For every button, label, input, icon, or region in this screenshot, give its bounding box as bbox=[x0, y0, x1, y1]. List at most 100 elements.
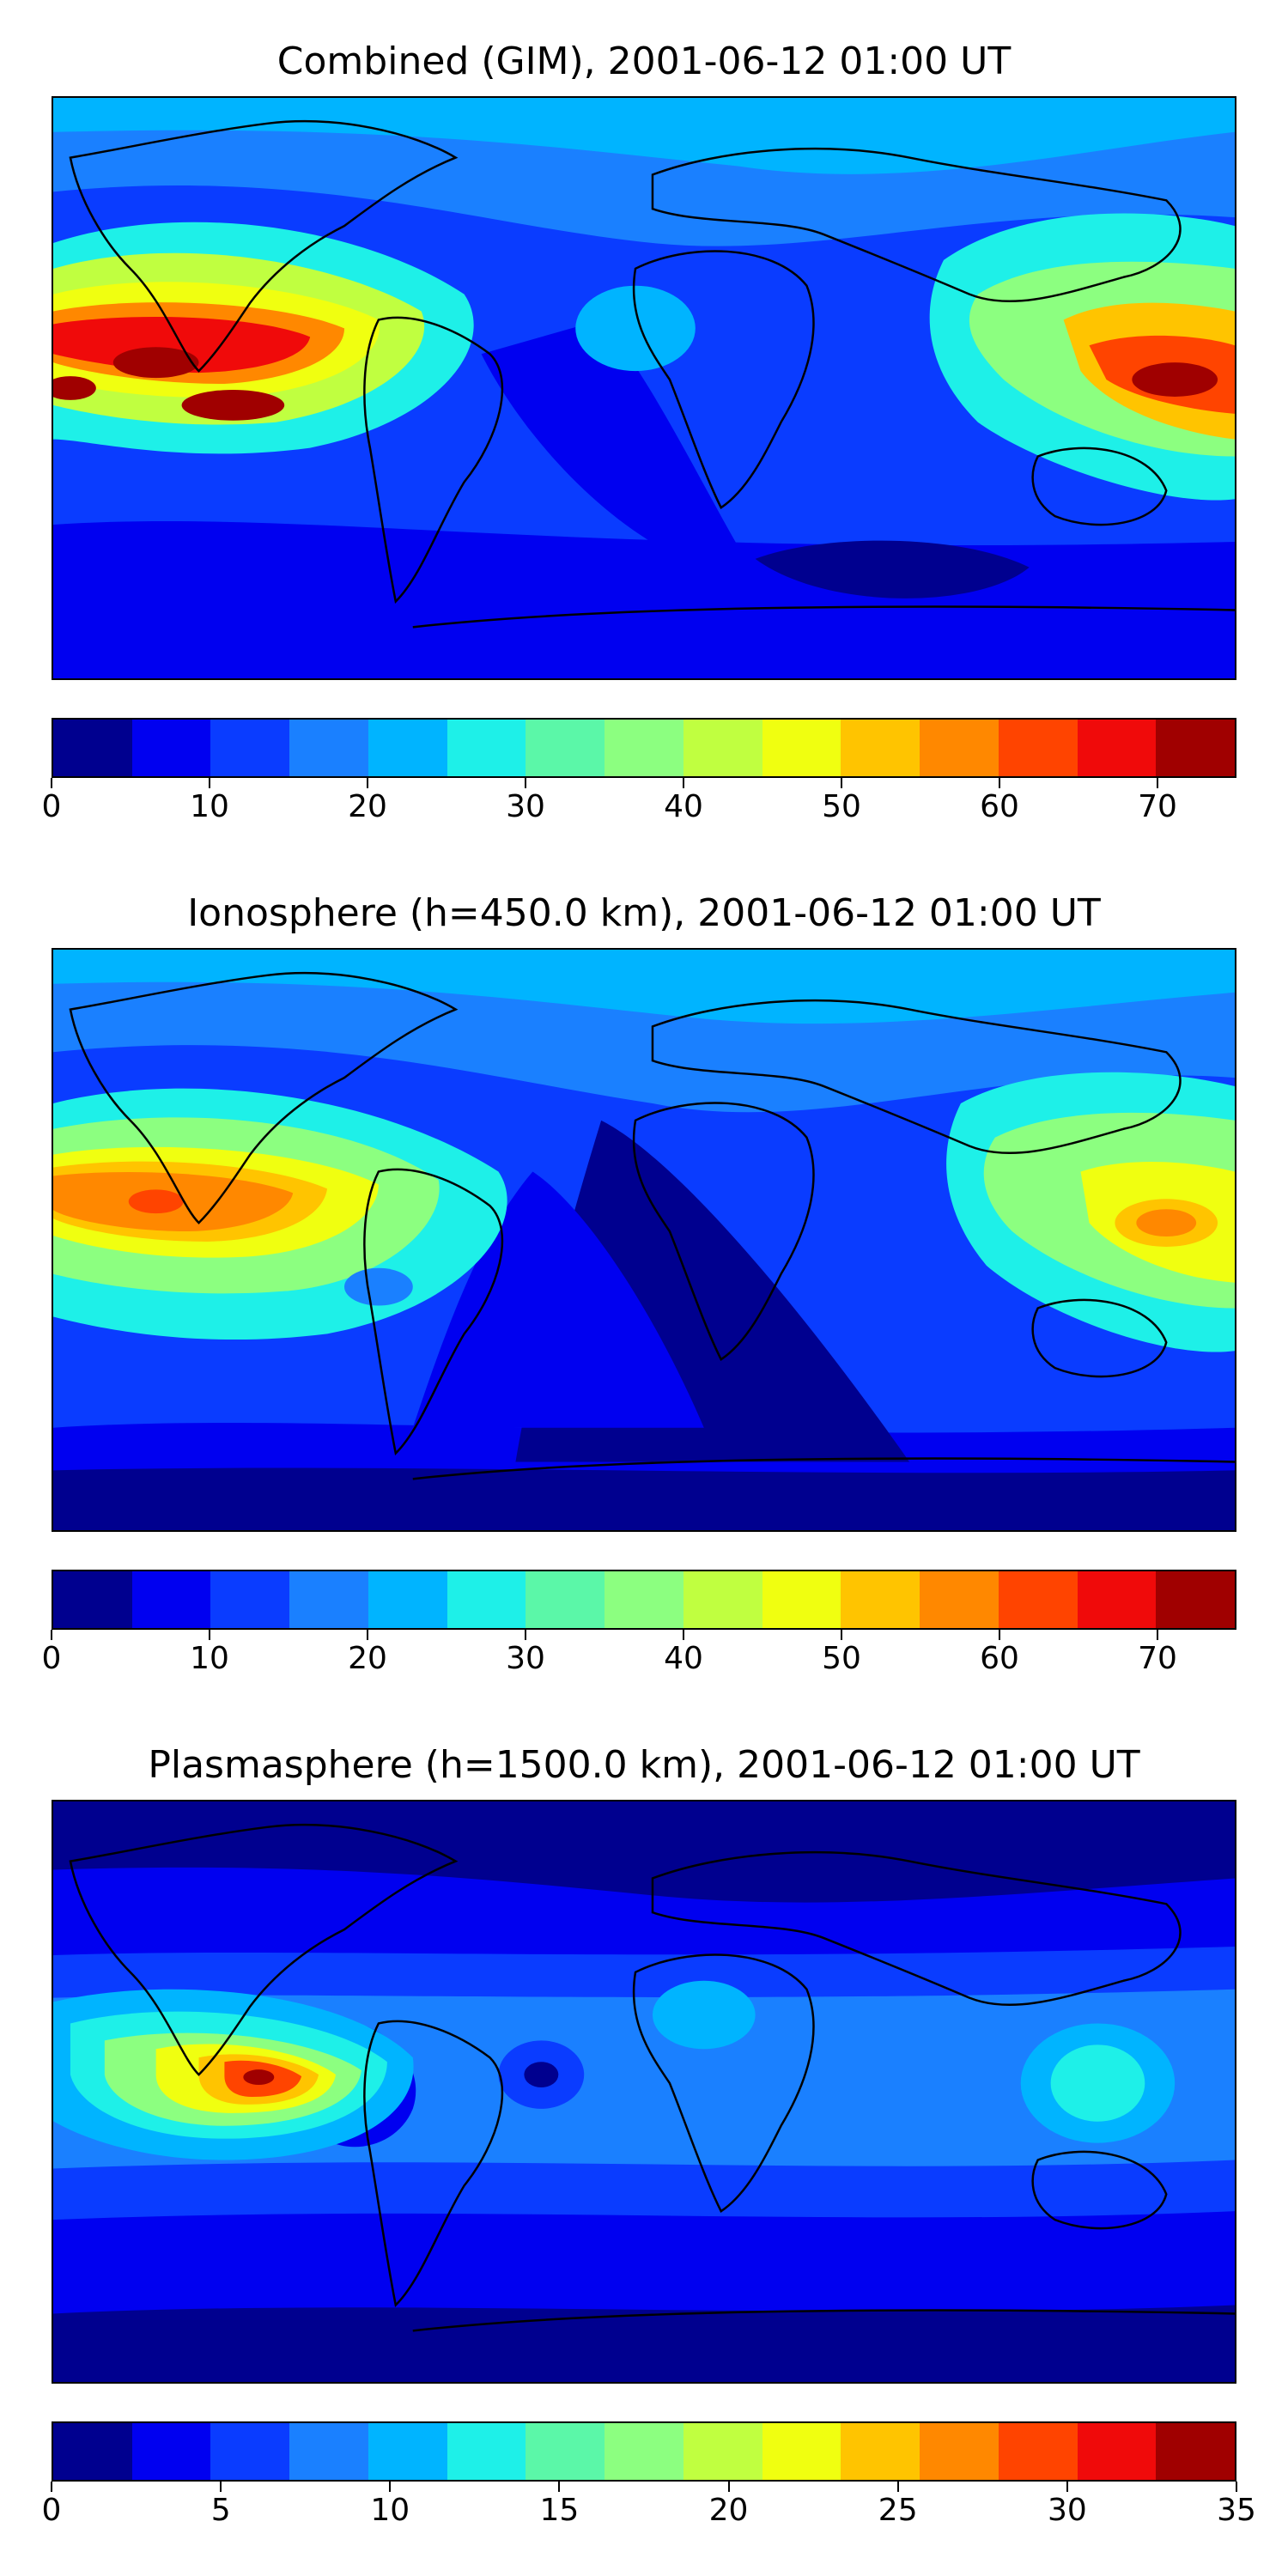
colorbar-tick bbox=[367, 778, 368, 788]
colorbar-segment bbox=[53, 720, 132, 776]
colorbar-tick-label: 10 bbox=[370, 2493, 410, 2528]
colorbar-tick-label: 0 bbox=[41, 2493, 62, 2528]
colorbar-segment bbox=[605, 2423, 683, 2480]
colorbar-segment bbox=[841, 2423, 920, 2480]
colorbar-segment bbox=[998, 2423, 1078, 2480]
colorbar-tick-label: 50 bbox=[822, 789, 861, 824]
colorbar-segment bbox=[447, 720, 526, 776]
colorbar-segment bbox=[1077, 720, 1157, 776]
colorbar-segment bbox=[998, 720, 1078, 776]
colorbar-segment bbox=[447, 2423, 526, 2480]
panel-2-colorbar bbox=[52, 1570, 1236, 1630]
colorbar-tick-label: 40 bbox=[664, 789, 703, 824]
colorbar-segment bbox=[210, 720, 290, 776]
colorbar-segment bbox=[683, 1571, 762, 1628]
colorbar-segment bbox=[1077, 1571, 1157, 1628]
colorbar-segment bbox=[53, 1571, 132, 1628]
colorbar-tick-label: 60 bbox=[980, 789, 1019, 824]
colorbar-segment bbox=[1156, 2423, 1235, 2480]
colorbar-tick bbox=[683, 1630, 684, 1640]
colorbar-tick-label: 35 bbox=[1217, 2493, 1256, 2528]
colorbar-segment bbox=[920, 720, 999, 776]
colorbar-segment bbox=[131, 2423, 211, 2480]
panel-3-title: Plasmasphere (h=1500.0 km), 2001-06-12 0… bbox=[148, 1743, 1140, 1787]
colorbar-segment bbox=[762, 1571, 841, 1628]
colorbar-segment bbox=[841, 1571, 920, 1628]
colorbar-tick bbox=[999, 778, 1000, 788]
panel-3-contour-map bbox=[53, 1801, 1235, 2382]
colorbar-segment bbox=[683, 720, 762, 776]
colorbar-tick bbox=[896, 2482, 899, 2492]
colorbar-tick bbox=[841, 778, 842, 788]
colorbar-segment bbox=[210, 2423, 290, 2480]
colorbar-tick-label: 20 bbox=[348, 789, 387, 824]
colorbar-segment bbox=[131, 720, 211, 776]
colorbar-segment bbox=[368, 1571, 447, 1628]
panel-3-colorbar bbox=[52, 2421, 1236, 2482]
colorbar-segment bbox=[605, 720, 683, 776]
panel-2-title: Ionosphere (h=450.0 km), 2001-06-12 01:0… bbox=[187, 891, 1101, 935]
colorbar-tick-label: 10 bbox=[190, 1641, 229, 1676]
colorbar-tick-label: 25 bbox=[878, 2493, 918, 2528]
panel-1-colorbar bbox=[52, 718, 1236, 778]
colorbar-tick bbox=[1157, 1630, 1158, 1640]
colorbar-segment bbox=[683, 2423, 762, 2480]
colorbar-segment bbox=[131, 1571, 211, 1628]
colorbar-tick bbox=[51, 778, 52, 788]
colorbar-tick bbox=[841, 1630, 842, 1640]
colorbar-segment bbox=[526, 720, 605, 776]
colorbar-tick-label: 10 bbox=[190, 789, 229, 824]
colorbar-tick bbox=[220, 2482, 222, 2492]
colorbar-tick-label: 70 bbox=[1138, 789, 1177, 824]
colorbar-tick bbox=[683, 778, 684, 788]
colorbar-tick bbox=[999, 1630, 1000, 1640]
colorbar-segment bbox=[368, 2423, 447, 2480]
panel-1-title: Combined (GIM), 2001-06-12 01:00 UT bbox=[276, 39, 1012, 83]
colorbar-tick bbox=[558, 2482, 561, 2492]
colorbar-tick-label: 70 bbox=[1138, 1641, 1177, 1676]
colorbar-tick-label: 60 bbox=[980, 1641, 1019, 1676]
colorbar-segment bbox=[605, 1571, 683, 1628]
colorbar-tick bbox=[1157, 778, 1158, 788]
colorbar-tick-label: 30 bbox=[1047, 2493, 1087, 2528]
colorbar-segment bbox=[289, 1571, 368, 1628]
colorbar-segment bbox=[289, 720, 368, 776]
colorbar-segment bbox=[841, 720, 920, 776]
colorbar-tick-label: 20 bbox=[708, 2493, 749, 2528]
panel-3-map bbox=[52, 1800, 1236, 2384]
colorbar-tick-label: 20 bbox=[348, 1641, 387, 1676]
colorbar-tick-label: 50 bbox=[822, 1641, 861, 1676]
colorbar-tick bbox=[525, 1630, 526, 1640]
colorbar-segment bbox=[1077, 2423, 1157, 2480]
panel-2-map bbox=[52, 948, 1236, 1532]
colorbar-tick bbox=[1066, 2482, 1068, 2492]
colorbar-tick bbox=[51, 1630, 52, 1640]
colorbar-tick bbox=[727, 2482, 730, 2492]
panel-1-map bbox=[52, 96, 1236, 680]
colorbar-segment bbox=[210, 1571, 290, 1628]
panel-2-contour-map bbox=[53, 950, 1235, 1530]
colorbar-segment bbox=[998, 1571, 1078, 1628]
colorbar-tick bbox=[209, 778, 210, 788]
colorbar-segment bbox=[289, 2423, 368, 2480]
colorbar-tick-label: 30 bbox=[506, 789, 545, 824]
colorbar-segment bbox=[368, 720, 447, 776]
colorbar-tick bbox=[389, 2482, 392, 2492]
colorbar-segment bbox=[526, 1571, 605, 1628]
colorbar-segment bbox=[1156, 720, 1235, 776]
colorbar-tick-label: 40 bbox=[664, 1641, 703, 1676]
colorbar-tick-label: 15 bbox=[539, 2493, 580, 2528]
colorbar-tick bbox=[209, 1630, 210, 1640]
colorbar-tick bbox=[525, 778, 526, 788]
colorbar-segment bbox=[526, 2423, 605, 2480]
colorbar-segment bbox=[762, 720, 841, 776]
colorbar-segment bbox=[53, 2423, 132, 2480]
panel-1-contour-map bbox=[53, 98, 1235, 678]
colorbar-tick bbox=[1236, 2482, 1237, 2492]
colorbar-tick bbox=[51, 2482, 52, 2492]
colorbar-tick-label: 0 bbox=[41, 789, 62, 824]
colorbar-tick bbox=[367, 1630, 368, 1640]
colorbar-segment bbox=[920, 2423, 999, 2480]
colorbar-tick-label: 0 bbox=[41, 1641, 62, 1676]
colorbar-segment bbox=[920, 1571, 999, 1628]
